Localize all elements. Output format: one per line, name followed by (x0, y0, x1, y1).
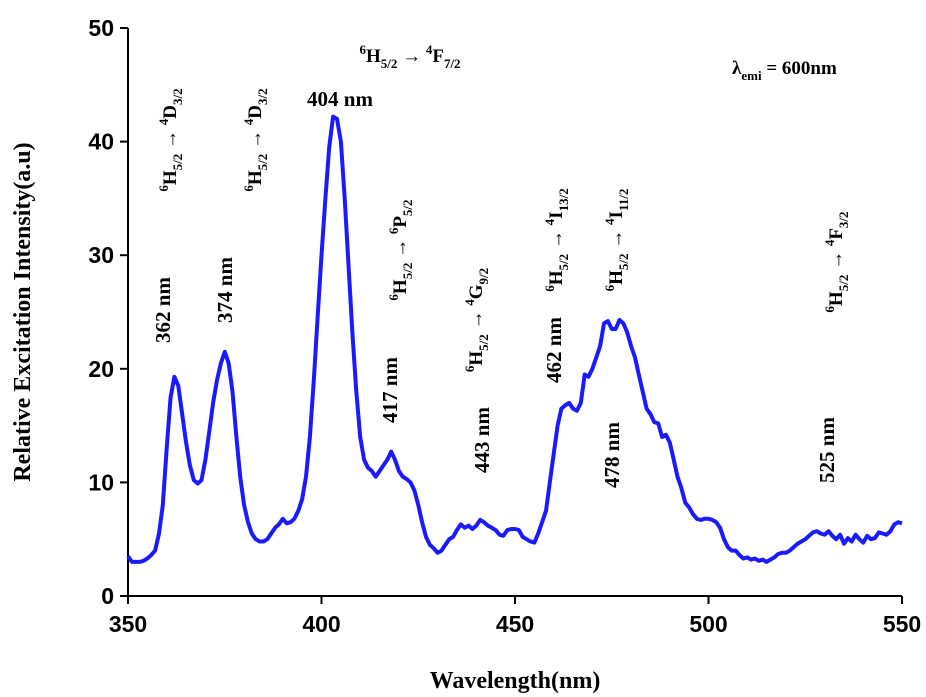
transition-label-part: → (826, 246, 847, 275)
y-axis-title: Relative Excitation Intensity(a.u) (10, 142, 36, 481)
transition-label: 6H5/2 → 4F3/2 (822, 211, 851, 312)
y-tick-label: 10 (88, 469, 114, 495)
transition-label-part: D (245, 105, 266, 119)
transition-label-part: H (546, 270, 567, 285)
y-tick-label: 50 (88, 15, 114, 41)
transition-label-part: D (160, 105, 181, 119)
transition-label-part: 6 (602, 284, 617, 291)
transition-label-part: 13/2 (556, 188, 571, 211)
emission-label-part: = 600nm (762, 58, 837, 79)
transition-label-part: 6 (386, 294, 401, 301)
peak-label: 374 nm (213, 257, 237, 323)
transition-label-part: I (606, 211, 627, 218)
transition-label: 6H5/2 → 4D3/2 (241, 88, 270, 191)
transition-label-part: 4 (426, 42, 433, 57)
peak-label: 525 nm (815, 417, 839, 483)
transition-label-part: 4 (822, 239, 837, 246)
transition-label: 6H5/2 → 6P5/2 (386, 199, 415, 300)
transition-label-part: 4 (602, 218, 617, 225)
emission-label-part: λ (732, 58, 742, 79)
y-tick-label: 30 (88, 242, 114, 268)
x-tick-label: 350 (109, 611, 147, 637)
transition-label-part: 5/2 (400, 263, 415, 280)
x-axis-title: Wavelength(nm) (430, 668, 601, 694)
emission-label: λemi = 600nm (732, 58, 837, 83)
peak-label: 478 nm (600, 422, 624, 488)
transition-label-part: 6 (359, 42, 366, 57)
transition-label-part: P (390, 216, 411, 228)
transition-label: 6H5/2 → 4I11/2 (602, 189, 631, 292)
transition-label-part: 4 (542, 218, 557, 225)
transition-label-part: 6 (241, 185, 256, 192)
x-tick-label: 550 (883, 611, 921, 637)
transition-label-part: 5/2 (476, 334, 491, 351)
peak-label: 462 nm (542, 317, 566, 383)
transition-label-part: 6 (156, 185, 171, 192)
transition-label-part: H (466, 351, 487, 366)
transition-label-part: 7/2 (444, 56, 461, 71)
transition-label-part: 4 (462, 299, 477, 306)
transition-label-part: H (245, 170, 266, 185)
transition-label-part: 5/2 (556, 254, 571, 271)
transition-label-part: 3/2 (255, 88, 270, 105)
x-tick-label: 450 (496, 611, 534, 637)
transition-label-part: 3/2 (836, 211, 851, 228)
transition-label-part: → (546, 225, 567, 254)
transition-label-part: → (390, 234, 411, 263)
peak-label: 362 nm (151, 277, 175, 343)
transition-label-part: H (366, 46, 381, 67)
x-tick-label: 400 (302, 611, 340, 637)
transition-label-part: 9/2 (476, 268, 491, 285)
transition-label-part: → (466, 306, 487, 335)
y-tick-label: 0 (101, 583, 114, 609)
transition-label: 6H5/2 → 4I13/2 (542, 188, 571, 291)
transition-label-part: → (160, 125, 181, 154)
peak-label: 404 nm (307, 87, 373, 111)
transition-label-part: 6 (386, 227, 401, 234)
transition-label: 6H5/2 → 4F7/2 (359, 42, 460, 71)
transition-label-part: H (606, 270, 627, 285)
transition-label-part: → (606, 225, 627, 254)
peak-label: 443 nm (470, 407, 494, 473)
transition-label-part: → (245, 125, 266, 154)
transition-label-part: G (466, 284, 487, 299)
transition-label-part: 6 (462, 365, 477, 372)
transition-label-part: H (160, 170, 181, 185)
transition-label-part: F (826, 228, 847, 240)
transition-label-part: 4 (156, 118, 171, 125)
transition-label-part: 4 (241, 118, 256, 125)
transition-label-part: 3/2 (170, 88, 185, 105)
x-tick-label: 500 (689, 611, 727, 637)
transition-label-part: 5/2 (836, 275, 851, 292)
transition-label-part: 5/2 (616, 253, 631, 270)
spectrum-line (126, 114, 903, 564)
transition-label: 6H5/2 → 4D3/2 (156, 88, 185, 191)
transition-label-part: 11/2 (616, 189, 631, 211)
transition-label: 6H5/2 → 4G9/2 (462, 268, 491, 372)
transition-label-part: 5/2 (170, 154, 185, 171)
transition-label-part: 6 (542, 285, 557, 292)
transition-label-part: H (390, 279, 411, 294)
transition-label-part: F (432, 46, 444, 67)
transition-label-part: 5/2 (255, 154, 270, 171)
peak-label: 417 nm (378, 357, 402, 423)
y-tick-label: 20 (88, 356, 114, 382)
y-tick-label: 40 (88, 129, 114, 155)
transition-label-part: 5/2 (381, 56, 398, 71)
transition-label-part: 5/2 (400, 199, 415, 216)
transition-label-part: → (397, 46, 426, 67)
transition-label-part: I (546, 211, 567, 218)
transition-label-part: H (826, 291, 847, 306)
emission-label-part: emi (741, 68, 762, 83)
transition-label-part: 6 (822, 306, 837, 313)
